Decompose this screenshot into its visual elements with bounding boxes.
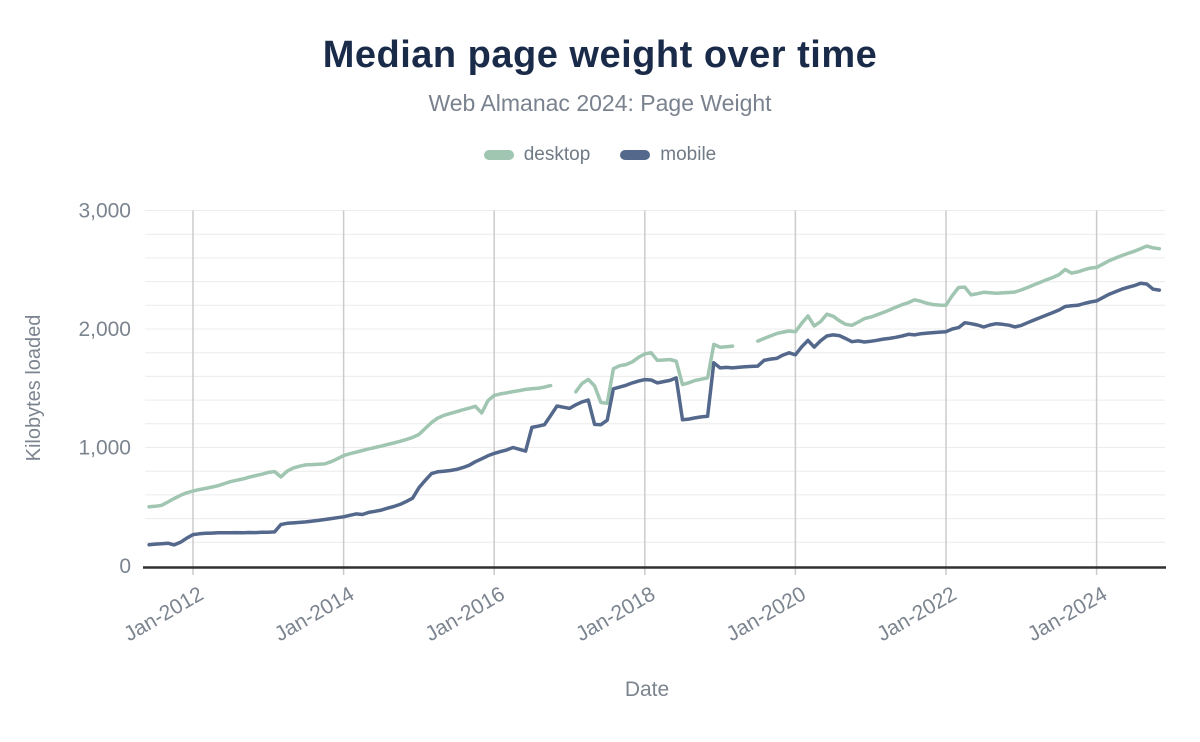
x-tick-label: Jan-2012: [120, 582, 207, 646]
y-tick-label: 0: [119, 555, 131, 578]
x-tick-label: Jan-2016: [421, 582, 508, 646]
mobile-line[interactable]: [147, 281, 1162, 547]
chart-title: Median page weight over time: [322, 34, 878, 76]
y-tick-label: 1,000: [78, 437, 131, 460]
x-axis-title: Date: [625, 678, 669, 701]
mobile-color-swatch-icon: [620, 150, 651, 160]
legend-label-desktop: desktop: [523, 144, 591, 165]
x-tick-label: Jan-2024: [1024, 582, 1112, 646]
legend-label-mobile: mobile: [660, 144, 717, 165]
legend-item-desktop[interactable]: desktop: [483, 144, 591, 166]
desktop-color-swatch-icon: [483, 150, 514, 160]
chart-subtitle: Web Almanac 2024: Page Weight: [428, 90, 772, 116]
y-axis-title: Kilobytes loaded: [23, 315, 45, 462]
x-tick-label: Jan-2020: [723, 582, 810, 646]
y-tick-label: 2,000: [78, 318, 131, 341]
legend-item-mobile[interactable]: mobile: [620, 144, 716, 166]
desktop-line[interactable]: [147, 244, 1162, 509]
chart-legend: desktop mobile: [0, 144, 1200, 166]
x-tick-label: Jan-2022: [873, 582, 960, 646]
x-tick-label: Jan-2018: [572, 582, 659, 646]
y-tick-label: 3,000: [78, 200, 131, 223]
x-tick-label: Jan-2014: [271, 582, 359, 646]
